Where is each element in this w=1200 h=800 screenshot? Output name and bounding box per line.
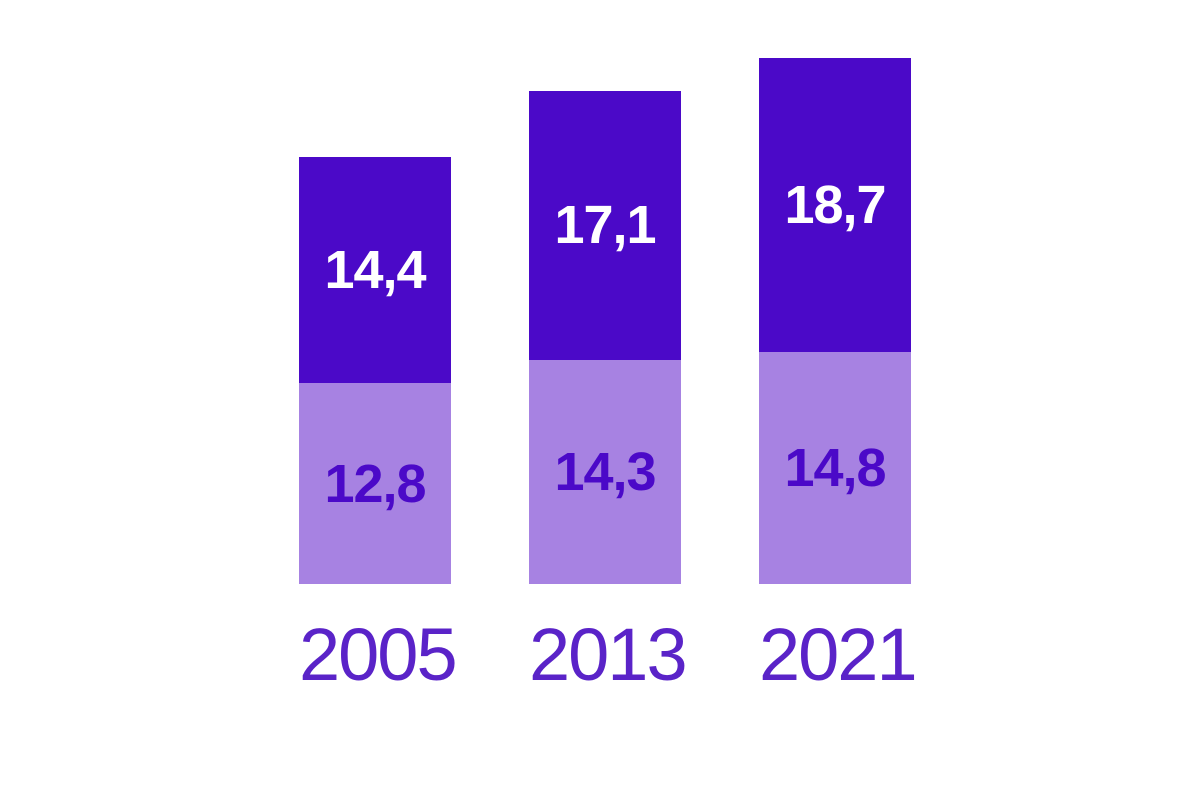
bar-stack: 17,1 14,3 [529,0,681,584]
category-label: 2013 [529,613,688,696]
bar-group: 14,4 12,8 2005 [299,0,458,696]
category-label: 2021 [759,613,918,696]
bar-segment-lower-segment: 14,3 [529,359,681,584]
bar-group: 17,1 14,3 2013 [529,0,688,696]
bar-segment-lower-segment: 14,8 [759,351,911,584]
bar-segment-upper-segment: 14,4 [299,156,451,384]
stacked-bar-chart: 14,4 12,8 2005 17,1 14,3 2013 18,7 14,8 2021 [299,0,918,696]
bar-stack: 18,7 14,8 [759,0,911,584]
bar-stack: 14,4 12,8 [299,0,451,584]
bar-segment-upper-segment: 18,7 [759,58,911,352]
bar-segment-lower-segment: 12,8 [299,383,451,584]
category-label: 2005 [299,613,458,696]
bar-segment-upper-segment: 17,1 [529,91,681,360]
bar-group: 18,7 14,8 2021 [759,0,918,696]
